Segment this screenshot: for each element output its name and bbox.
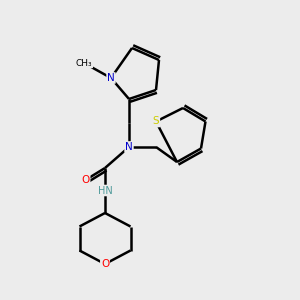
Text: CH₃: CH₃	[76, 58, 92, 68]
Text: N: N	[125, 142, 133, 152]
Text: N: N	[107, 73, 115, 83]
Text: HN: HN	[98, 185, 112, 196]
Text: O: O	[81, 175, 90, 185]
Text: O: O	[101, 259, 109, 269]
Text: S: S	[153, 116, 159, 127]
